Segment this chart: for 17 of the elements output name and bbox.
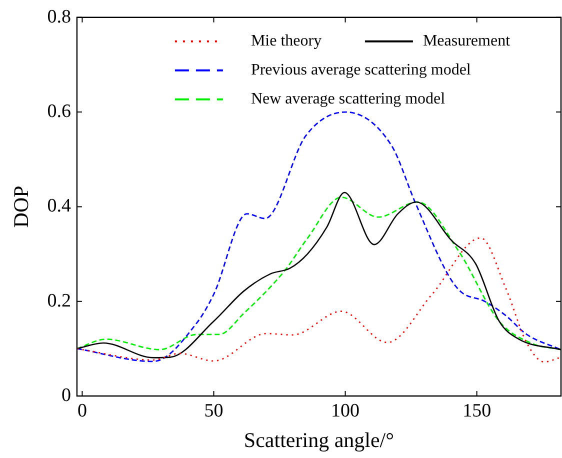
line-series bbox=[76, 237, 561, 363]
legend-label: Previous average scattering model bbox=[250, 62, 472, 79]
x-tick-label: 0 bbox=[77, 400, 87, 422]
x-tick-label: 150 bbox=[462, 400, 492, 422]
x-tick-label: 100 bbox=[331, 400, 360, 422]
y-axis-title: DOP bbox=[9, 186, 34, 228]
x-tick-label: 50 bbox=[204, 400, 224, 422]
line-series bbox=[76, 111, 561, 362]
y-tick-label: 0.8 bbox=[47, 6, 71, 28]
legend-label: Mie theory bbox=[250, 32, 322, 50]
legend-label: New average scattering model bbox=[250, 90, 446, 108]
y-tick-label: 0.2 bbox=[47, 290, 71, 312]
x-axis-title: Scattering angle/° bbox=[244, 428, 394, 452]
y-tick-label: 0.4 bbox=[47, 196, 72, 217]
y-tick-label: 0.6 bbox=[47, 101, 71, 122]
legend-label: Measurement bbox=[422, 32, 511, 50]
y-tick-label: 0 bbox=[61, 384, 71, 406]
